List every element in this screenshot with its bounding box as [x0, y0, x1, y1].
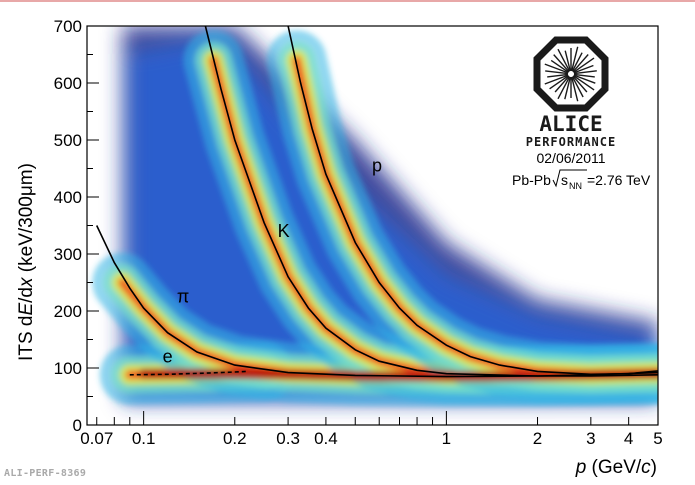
figure-id: ALI-PERF-8369: [4, 468, 87, 479]
curve-p: [287, 26, 658, 376]
x-tick-label-0.3: 0.3: [276, 429, 300, 448]
logo-name: ALICE: [539, 112, 602, 136]
energy-value: =2.76 TeV: [587, 172, 651, 188]
logo-ray: [573, 57, 595, 73]
expectation-curves: [95, 26, 658, 378]
logo-ray: [564, 50, 571, 72]
sqrt-icon: [552, 169, 587, 188]
logo-ray: [573, 70, 597, 75]
logo-ray: [554, 75, 570, 93]
y-tick-label-700: 700: [54, 17, 82, 36]
logo-ray: [550, 59, 569, 73]
top-rule: [0, 0, 695, 2]
logo-ray: [547, 73, 569, 78]
y-tick-label-300: 300: [54, 245, 82, 264]
y-tick-label-500: 500: [54, 131, 82, 150]
x-tick-label-0.2: 0.2: [223, 429, 247, 448]
alice-starburst-icon: [544, 46, 597, 102]
alice-logo: ALICE PERFORMANCE 02/06/2011 Pb-Pb s NN …: [512, 36, 651, 191]
x-axis-title: p (GeV/c): [575, 457, 657, 478]
logo-ray: [553, 54, 570, 73]
logo-ray: [557, 48, 571, 72]
curve-label-e: e: [163, 346, 173, 366]
energy-symbol: s: [561, 172, 568, 188]
logo-ray: [573, 64, 594, 74]
logo-ray: [573, 74, 596, 84]
logo-ray: [573, 73, 595, 78]
logo-ray: [564, 76, 571, 100]
collision-system: Pb-Pb: [512, 172, 551, 188]
curve-label-K: K: [278, 221, 290, 241]
curve-label-pi: π: [177, 286, 189, 306]
x-tick-label-5: 5: [653, 429, 662, 448]
logo-ray: [572, 75, 588, 93]
curve-labels: e π Kp: [163, 155, 382, 366]
y-tick-label-100: 100: [54, 359, 82, 378]
logo-ray: [571, 46, 579, 72]
logo-date: 02/06/2011: [536, 150, 605, 166]
y-tick-label-600: 600: [54, 74, 82, 93]
logo-ray: [544, 63, 569, 74]
y-tick-label-200: 200: [54, 302, 82, 321]
logo-ray: [544, 74, 569, 85]
x-tick-label-4: 4: [624, 429, 633, 448]
curve-label-p: p: [372, 155, 382, 175]
alice-octagon-icon: [533, 36, 609, 112]
logo-ray: [571, 76, 579, 102]
y-tick-label-0: 0: [73, 416, 82, 435]
logo-ray: [571, 52, 583, 72]
logo-ray: [545, 70, 569, 75]
plot-frame: [86, 25, 659, 426]
y-axis-title: ITS dE/dx (keV/300μm): [16, 163, 37, 361]
logo-subtitle: PERFORMANCE: [526, 135, 616, 149]
logo-ray: [573, 75, 595, 91]
logo-ray: [571, 76, 584, 98]
logo-ray: [549, 75, 569, 90]
x-tick-label-0.4: 0.4: [314, 429, 338, 448]
energy-subscript: NN: [569, 181, 582, 191]
logo-ray: [572, 54, 589, 73]
axis-ticks: 0 100 200 300 400 500 600 700 0.07 0.1 0.2 0.3 0.4 1 2…: [54, 17, 663, 448]
curve-K: [204, 26, 658, 377]
x-tick-label-3: 3: [586, 429, 595, 448]
x-tick-label-2: 2: [533, 429, 542, 448]
x-tick-label-0.07: 0.07: [80, 429, 113, 448]
logo-ray: [557, 76, 571, 100]
y-tick-label-400: 400: [54, 188, 82, 207]
x-tick-label-0.1: 0.1: [132, 429, 156, 448]
x-tick-label-1: 1: [442, 429, 451, 448]
